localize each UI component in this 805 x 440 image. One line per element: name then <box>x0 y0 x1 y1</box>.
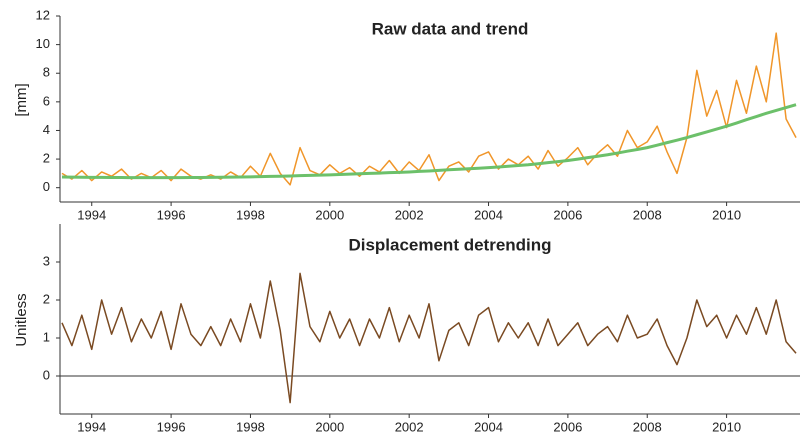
y-axis-label: [mm] <box>13 83 30 116</box>
y-tick-label: 12 <box>36 7 50 22</box>
x-tick-label: 1996 <box>157 207 186 222</box>
x-tick-label: 2000 <box>315 419 344 434</box>
y-tick-label: 4 <box>43 122 50 137</box>
x-tick-label: 1994 <box>77 419 106 434</box>
x-tick-label: 2008 <box>633 207 662 222</box>
y-tick-label: 0 <box>43 367 50 382</box>
x-tick-label: 2008 <box>633 419 662 434</box>
x-tick-label: 2004 <box>474 419 503 434</box>
y-tick-label: 0 <box>43 179 50 194</box>
y-axis-label: Unitless <box>13 293 30 346</box>
x-tick-label: 2004 <box>474 207 503 222</box>
y-tick-label: 3 <box>43 253 50 268</box>
x-tick-label: 2006 <box>553 207 582 222</box>
x-tick-label: 2006 <box>553 419 582 434</box>
y-tick-label: 8 <box>43 65 50 80</box>
data-line <box>61 103 797 180</box>
x-tick-label: 1998 <box>236 207 265 222</box>
data-line <box>61 272 797 404</box>
chart-title: Raw data and trend <box>372 19 529 38</box>
x-tick-label: 1994 <box>77 207 106 222</box>
y-tick-label: 2 <box>43 291 50 306</box>
x-tick-label: 1996 <box>157 419 186 434</box>
x-tick-label: 2002 <box>395 207 424 222</box>
y-tick-label: 2 <box>43 151 50 166</box>
chart-title: Displacement detrending <box>348 235 551 254</box>
y-tick-label: 6 <box>43 93 50 108</box>
x-tick-label: 2010 <box>712 419 741 434</box>
x-tick-label: 2010 <box>712 207 741 222</box>
x-tick-label: 2002 <box>395 419 424 434</box>
x-tick-label: 2000 <box>315 207 344 222</box>
x-tick-label: 1998 <box>236 419 265 434</box>
data-line <box>61 32 797 186</box>
y-tick-label: 10 <box>36 36 50 51</box>
y-tick-label: 1 <box>43 329 50 344</box>
